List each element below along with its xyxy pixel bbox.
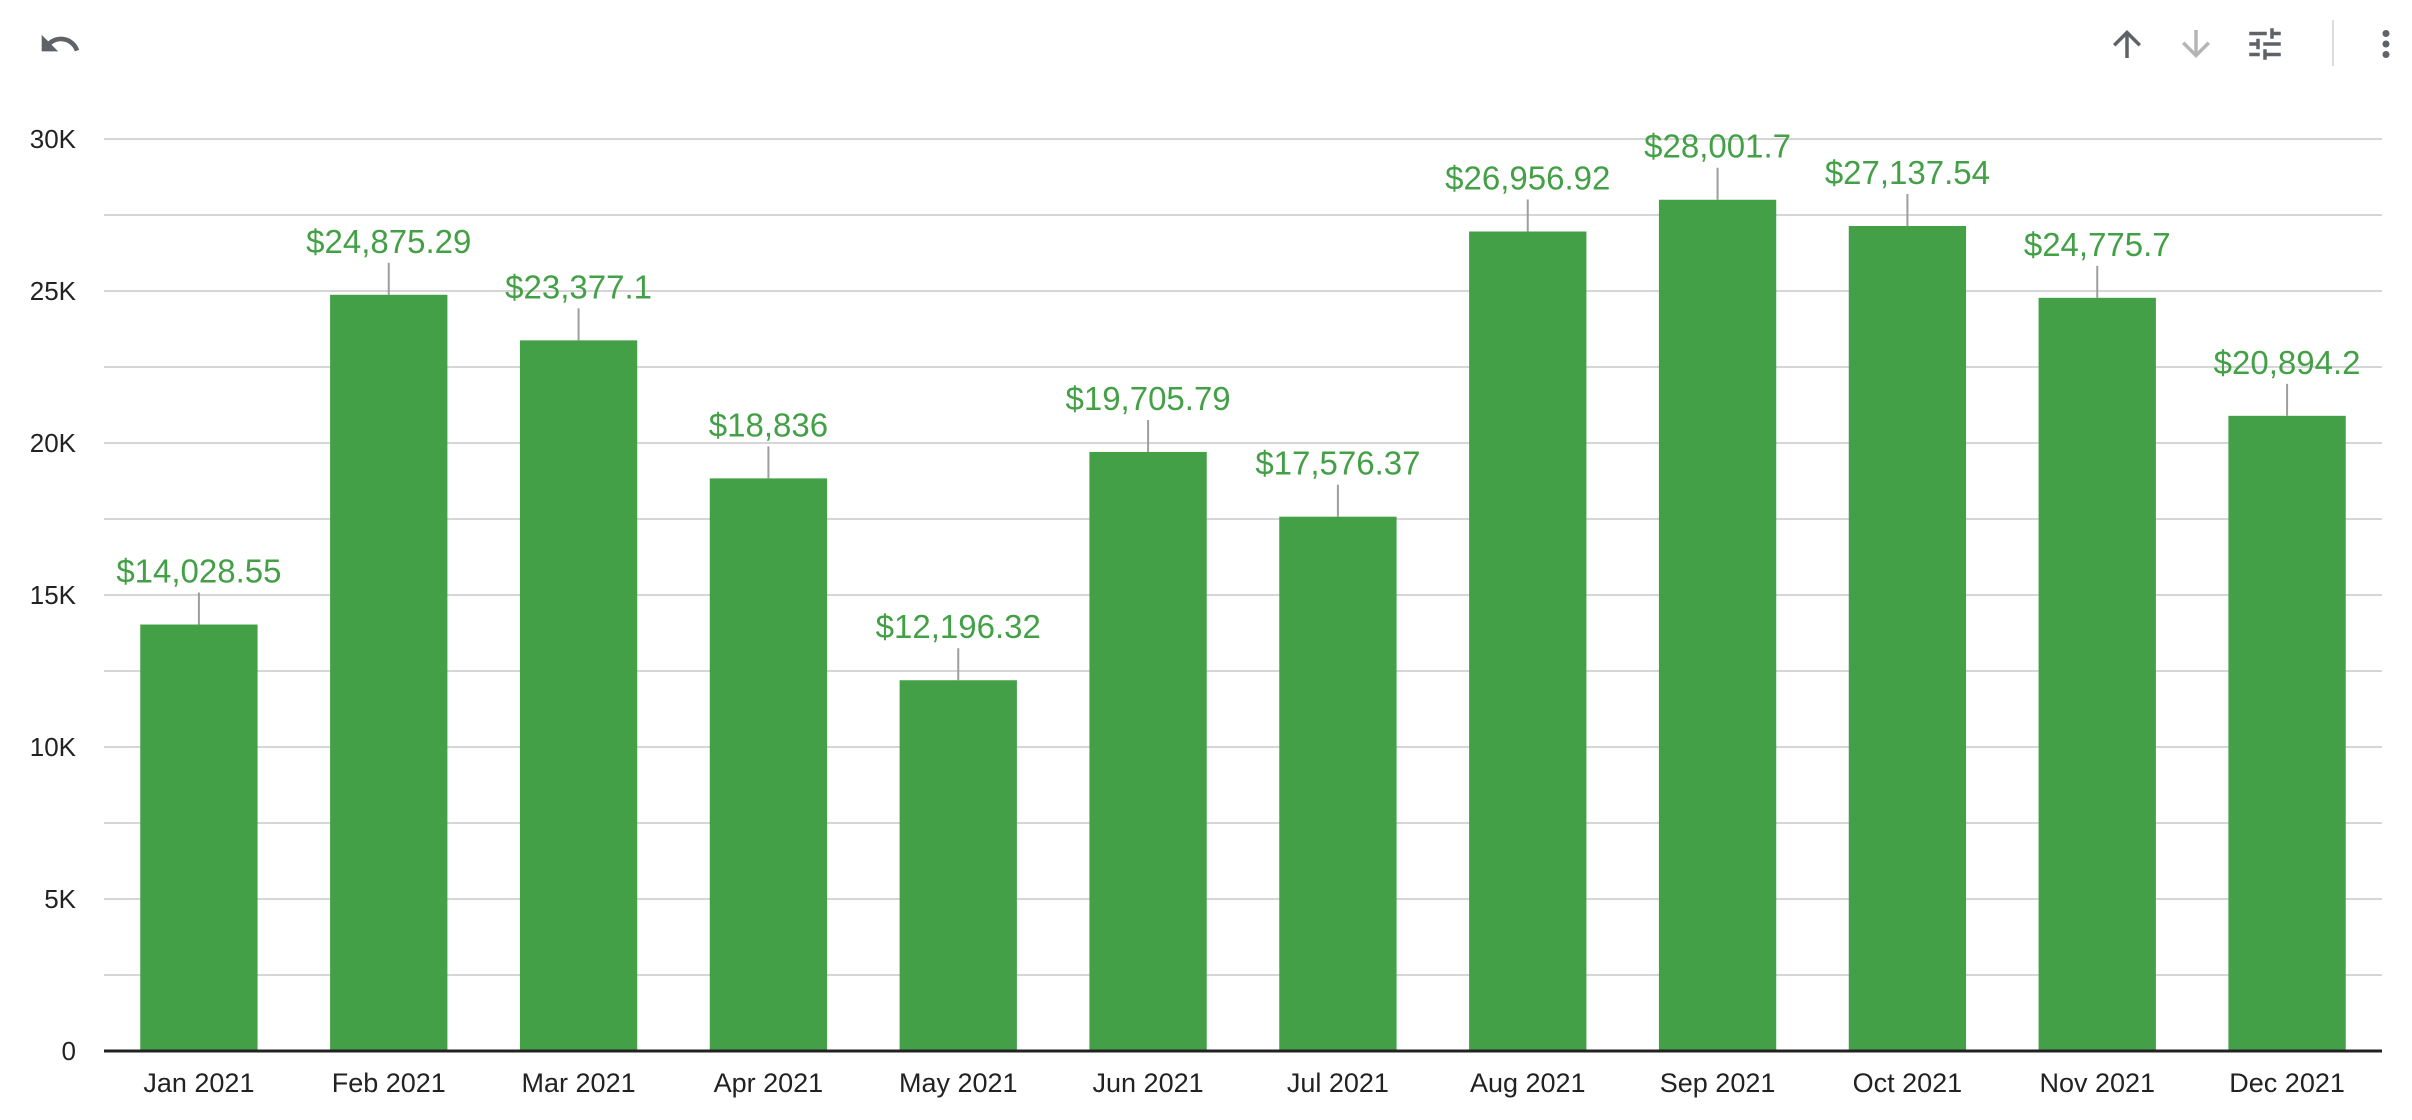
tune-icon: [2249, 28, 2281, 60]
data-label: $17,576.37: [1255, 445, 1420, 482]
bar[interactable]: [2228, 415, 2346, 1052]
bar[interactable]: [899, 680, 1017, 1051]
y-tick-label: 5K: [44, 884, 76, 914]
x-tick-label: Jul 2021: [1287, 1068, 1389, 1098]
data-label: $28,001.7: [1644, 128, 1791, 165]
bar[interactable]: [330, 294, 448, 1051]
x-tick-label: Oct 2021: [1853, 1068, 1963, 1098]
x-tick-label: Jun 2021: [1093, 1068, 1204, 1098]
data-label: $24,875.29: [306, 223, 471, 260]
x-tick-label: Dec 2021: [2229, 1068, 2345, 1098]
data-label: $24,775.7: [2024, 226, 2171, 263]
bar[interactable]: [1658, 199, 1777, 1052]
x-tick-label: May 2021: [899, 1068, 1018, 1098]
y-tick-label: 20K: [30, 428, 77, 458]
sort-descending-button[interactable]: [2166, 14, 2226, 74]
y-tick-label: 0: [62, 1036, 76, 1066]
bar[interactable]: [2038, 297, 2156, 1051]
chart-options-button[interactable]: [2235, 14, 2295, 74]
bar[interactable]: [1469, 231, 1587, 1051]
bar[interactable]: [709, 478, 828, 1051]
x-tick-label: Nov 2021: [2039, 1068, 2155, 1098]
y-tick-label: 15K: [30, 580, 77, 610]
bar[interactable]: [1279, 516, 1397, 1051]
data-label: $14,028.55: [116, 553, 281, 590]
chart-toolbar: [0, 0, 2412, 90]
undo-icon: [41, 34, 80, 52]
data-label: $23,377.1: [505, 268, 652, 305]
x-tick-label: Feb 2021: [332, 1068, 446, 1098]
x-tick-label: Apr 2021: [714, 1068, 824, 1098]
data-label: $18,836: [709, 406, 828, 443]
bar[interactable]: [1089, 451, 1207, 1051]
x-tick-label: Mar 2021: [522, 1068, 636, 1098]
arrow-up-icon: [2113, 30, 2141, 58]
toolbar-divider: [2332, 20, 2334, 66]
data-label: $20,894.2: [2214, 344, 2361, 381]
more-options-button[interactable]: [2356, 14, 2412, 74]
axes: 0 5K 10K 15K 20K 25K 30K Jan 2021 Feb 2021 Mar 20…: [30, 124, 2382, 1098]
data-label: $27,137.54: [1825, 154, 1990, 191]
x-tick-label: Sep 2021: [1660, 1068, 1776, 1098]
gridlines: [104, 138, 2382, 976]
y-tick-label: 25K: [30, 276, 77, 306]
undo-button[interactable]: [30, 14, 90, 74]
x-tick-label: Jan 2021: [143, 1068, 254, 1098]
bars: $14,028.55 $24,875.29 $23,377.1 $18,836 $12,…: [116, 128, 2361, 1052]
arrow-down-icon: [2182, 30, 2210, 58]
data-label: $26,956.92: [1445, 160, 1610, 197]
data-label: $12,196.32: [876, 608, 1041, 645]
x-tick-label: Aug 2021: [1470, 1068, 1586, 1098]
bar[interactable]: [140, 624, 258, 1051]
bar[interactable]: [1848, 226, 1967, 1051]
sort-ascending-button[interactable]: [2097, 14, 2157, 74]
y-tick-label: 10K: [30, 732, 77, 762]
bar[interactable]: [519, 340, 638, 1051]
data-label: $19,705.79: [1065, 380, 1230, 417]
more-vert-icon: [2382, 30, 2390, 58]
y-tick-label: 30K: [30, 124, 77, 154]
